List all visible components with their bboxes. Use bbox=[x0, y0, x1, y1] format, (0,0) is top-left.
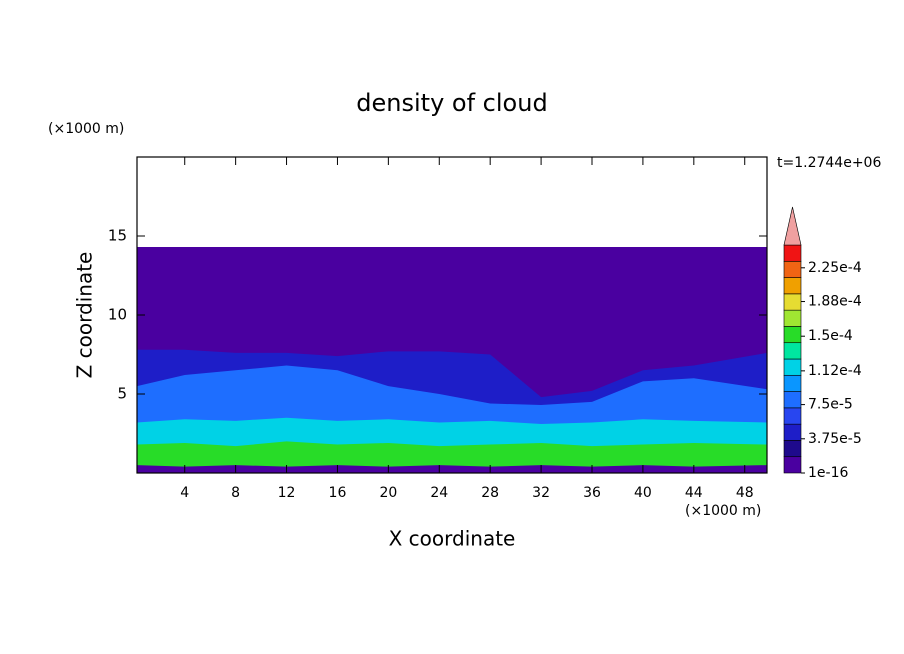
colorbar-box bbox=[783, 309, 802, 327]
x-tick-label: 40 bbox=[634, 485, 652, 501]
colorbar-box bbox=[783, 456, 802, 474]
colorbar-box bbox=[783, 374, 802, 392]
x-tick-label: 8 bbox=[231, 485, 240, 501]
colorbar-label: 1.5e-4 bbox=[808, 328, 853, 344]
x-tick-label: 32 bbox=[532, 485, 550, 501]
x-tick-label: 44 bbox=[685, 485, 703, 501]
colorbar-label: 3.75e-5 bbox=[808, 431, 862, 447]
colorbar-label: 2.25e-4 bbox=[808, 260, 862, 276]
x-unit: (×1000 m) bbox=[685, 503, 761, 519]
colorbar-label: 1.88e-4 bbox=[808, 294, 862, 310]
x-tick-label: 36 bbox=[583, 485, 601, 501]
x-tick-label: 16 bbox=[329, 485, 347, 501]
x-tick-label: 48 bbox=[736, 485, 754, 501]
contour-region bbox=[137, 465, 767, 473]
x-tick-label: 12 bbox=[278, 485, 296, 501]
colorbar-box bbox=[783, 391, 802, 409]
colorbar-box bbox=[783, 293, 802, 311]
chart-title: density of cloud bbox=[356, 89, 547, 117]
colorbar-box bbox=[783, 423, 802, 441]
colorbar-box bbox=[783, 326, 802, 344]
colorbar-label: 7.5e-5 bbox=[808, 397, 853, 413]
time-label: t=1.2744e+06 bbox=[777, 155, 881, 171]
colorbar-box bbox=[783, 440, 802, 458]
colorbar-box bbox=[783, 342, 802, 360]
y-axis-label: Z coordinate bbox=[73, 252, 97, 379]
y-tick-label: 10 bbox=[108, 306, 127, 324]
colorbar-box bbox=[783, 244, 802, 262]
y-tick-label: 5 bbox=[117, 385, 127, 403]
colorbar-box bbox=[783, 260, 802, 278]
colorbar-label: 1e-16 bbox=[808, 465, 848, 481]
colorbar-extend bbox=[783, 206, 802, 246]
x-axis-label: X coordinate bbox=[389, 527, 516, 551]
x-tick-label: 4 bbox=[180, 485, 189, 501]
x-tick-label: 20 bbox=[379, 485, 397, 501]
x-tick-label: 24 bbox=[430, 485, 448, 501]
y-unit: (×1000 m) bbox=[48, 121, 124, 137]
colorbar-box bbox=[783, 358, 802, 376]
colorbar-box bbox=[783, 407, 802, 425]
x-tick-label: 28 bbox=[481, 485, 499, 501]
colorbar-label: 1.12e-4 bbox=[808, 363, 862, 379]
y-tick-label: 15 bbox=[108, 227, 127, 245]
colorbar-box bbox=[783, 277, 802, 295]
contour-region bbox=[137, 441, 767, 473]
